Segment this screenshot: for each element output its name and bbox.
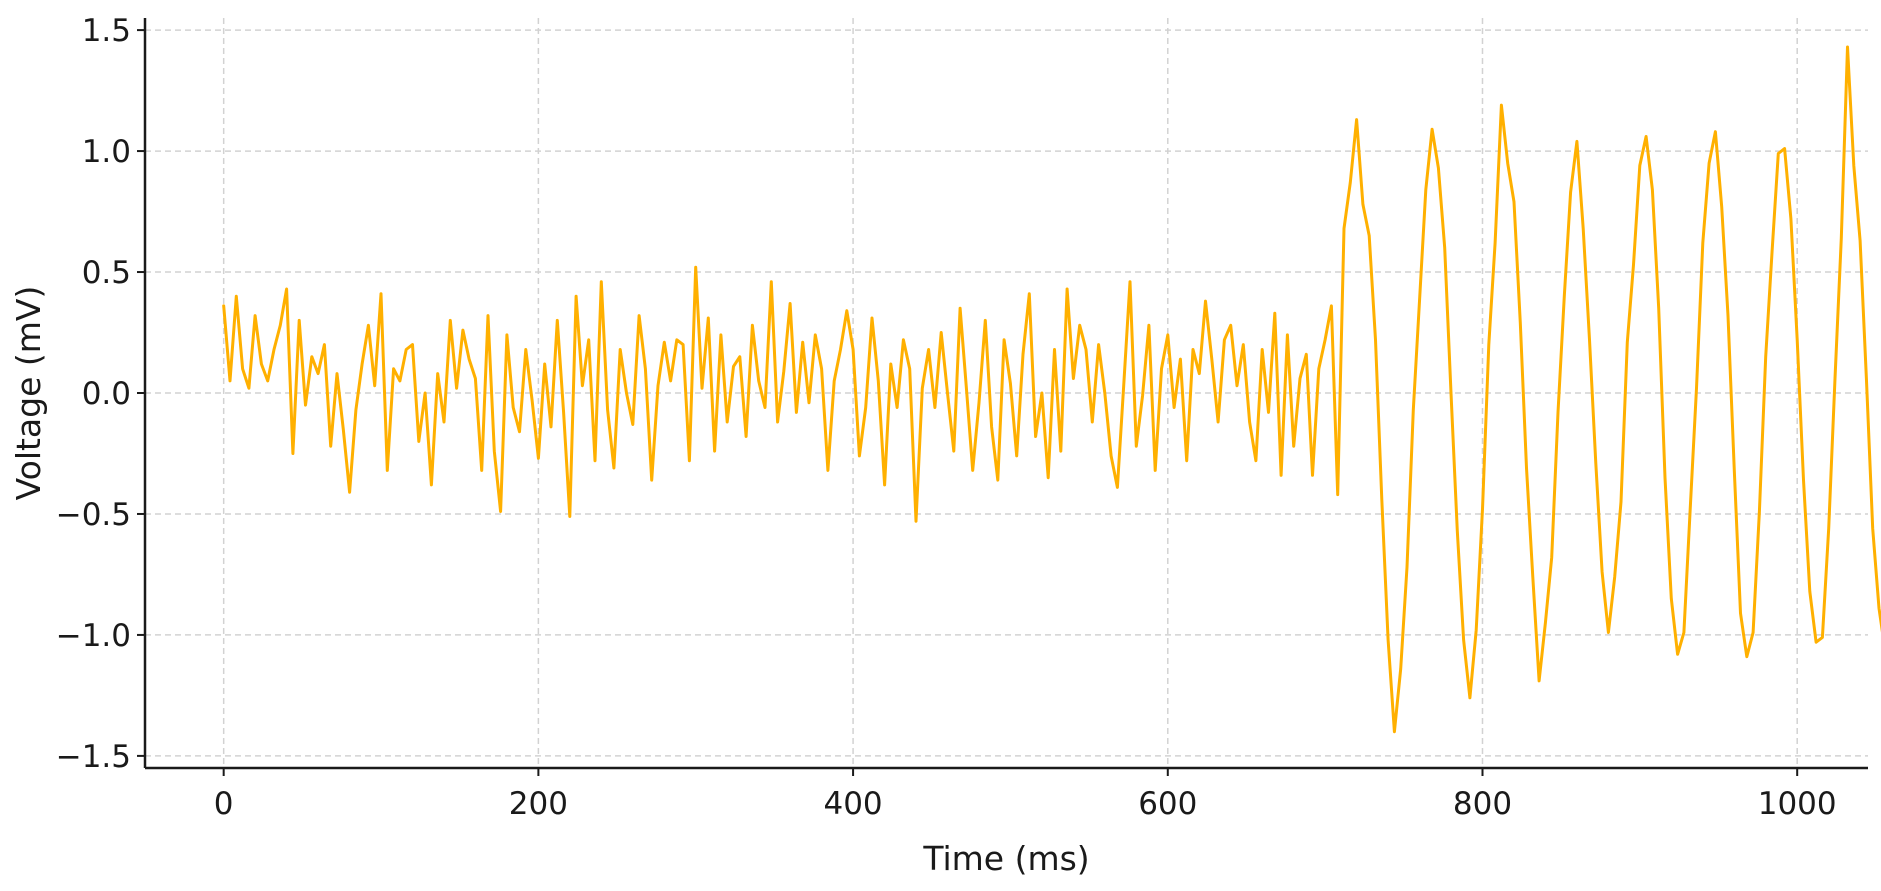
- axes: [137, 18, 1868, 776]
- series-line: [222, 45, 1881, 734]
- grid: [145, 18, 1868, 768]
- y-tick-label: 1.5: [82, 13, 131, 49]
- x-axis-label: Time (ms): [922, 839, 1089, 878]
- series-layer: [222, 45, 1881, 734]
- y-tick-label: 0.5: [82, 255, 131, 291]
- tick-labels: 0 200 400 600 800 1000 1.5 1.0 0.5 0.0 −0.5 −1.0 −1.…: [56, 13, 1837, 822]
- y-tick-label: −1.5: [56, 739, 131, 775]
- y-tick-label: 0.0: [82, 376, 131, 412]
- y-tick-label: −1.0: [56, 618, 131, 654]
- y-tick-label: −0.5: [56, 497, 131, 533]
- x-tick-label: 400: [823, 786, 882, 822]
- x-tick-label: 200: [509, 786, 568, 822]
- x-tick-label: 0: [214, 786, 234, 822]
- y-tick-label: 1.0: [82, 134, 131, 170]
- x-tick-label: 1000: [1758, 786, 1837, 822]
- y-axis-label: Voltage (mV): [9, 286, 48, 501]
- x-tick-label: 600: [1138, 786, 1197, 822]
- x-tick-label: 800: [1453, 786, 1512, 822]
